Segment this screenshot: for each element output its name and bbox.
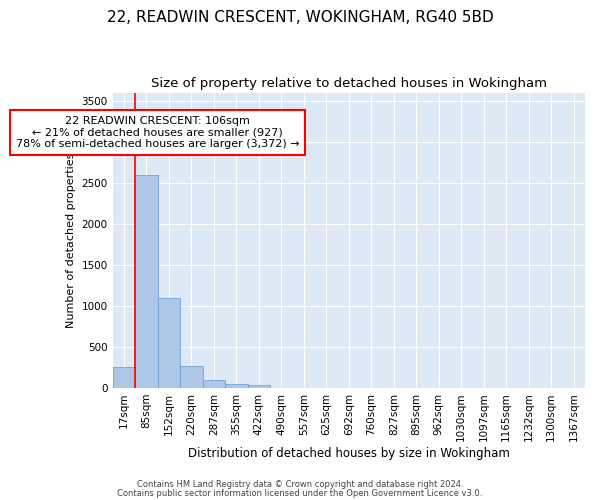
Y-axis label: Number of detached properties: Number of detached properties [66,153,76,328]
Bar [225,384,248,388]
Title: Size of property relative to detached houses in Wokingham: Size of property relative to detached ho… [151,78,547,90]
Text: 22 READWIN CRESCENT: 106sqm
← 21% of detached houses are smaller (927)
78% of se: 22 READWIN CRESCENT: 106sqm ← 21% of det… [16,116,299,149]
Bar [158,298,180,388]
Bar [248,384,270,388]
Text: Contains public sector information licensed under the Open Government Licence v3: Contains public sector information licen… [118,490,482,498]
Bar [203,380,225,388]
Bar [135,175,158,388]
Text: Contains HM Land Registry data © Crown copyright and database right 2024.: Contains HM Land Registry data © Crown c… [137,480,463,489]
Text: 22, READWIN CRESCENT, WOKINGHAM, RG40 5BD: 22, READWIN CRESCENT, WOKINGHAM, RG40 5B… [107,10,493,25]
X-axis label: Distribution of detached houses by size in Wokingham: Distribution of detached houses by size … [188,447,510,460]
Bar [113,368,135,388]
Bar [180,366,203,388]
